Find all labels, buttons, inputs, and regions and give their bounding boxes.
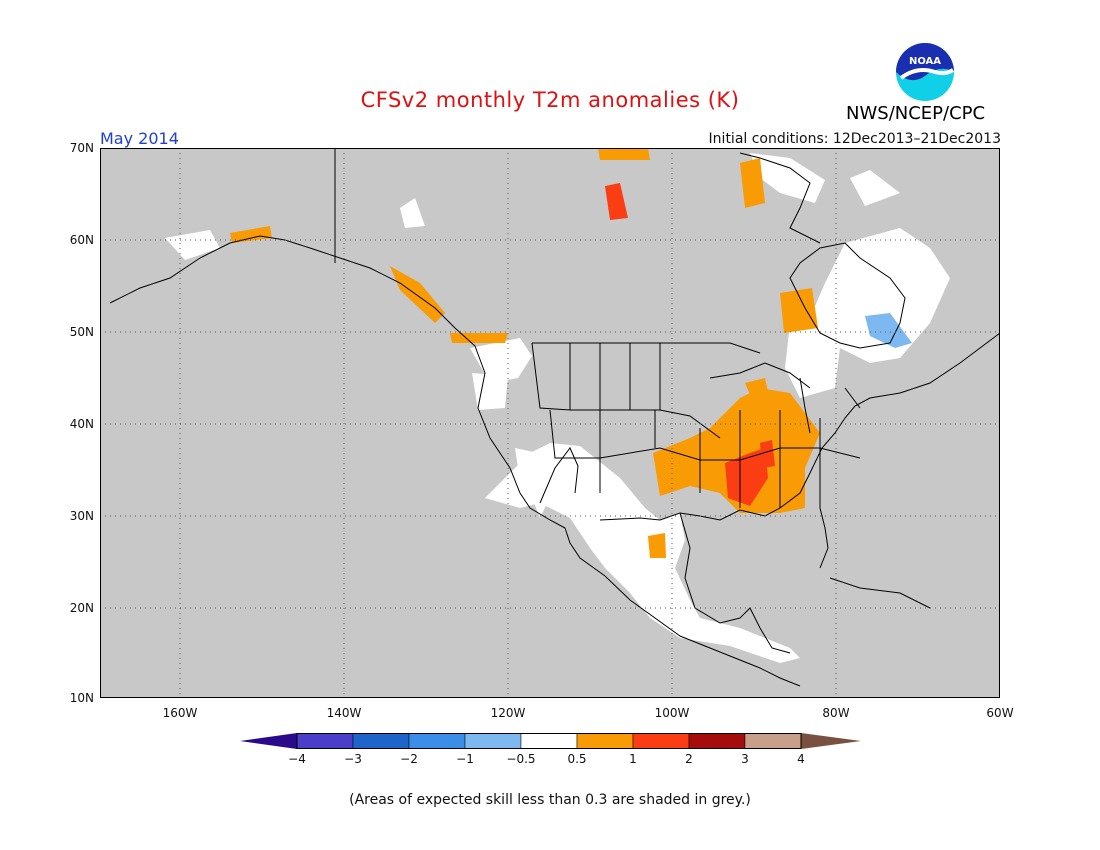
low-skill-background <box>100 148 1000 698</box>
lat-label-70n: 70N <box>69 141 94 155</box>
initial-conditions-label: Initial conditions: 12Dec2013–21Dec2013 <box>708 131 1001 147</box>
lat-label-60n: 60N <box>69 233 94 247</box>
lat-label-50n: 50N <box>69 325 94 339</box>
neutral-anomaly-regions <box>165 153 950 663</box>
warm-anomaly-regions <box>230 148 820 558</box>
colorbar-box <box>520 733 578 749</box>
graticule <box>100 148 1000 698</box>
noaa-logo: NOAA <box>896 43 955 101</box>
lon-label-80w: 80W <box>822 706 850 720</box>
lon-label-60w: 60W <box>986 706 1014 720</box>
coastlines-and-borders <box>109 148 1000 687</box>
colorbar-box <box>408 733 466 749</box>
lon-label-100w: 100W <box>654 706 690 720</box>
colorbar-label: 3 <box>741 752 749 766</box>
colorbar-arrow-right <box>801 733 861 749</box>
colorbar-arrow-left <box>240 733 297 749</box>
cool-anomaly-regions <box>865 313 912 348</box>
colorbar-label: −4 <box>288 752 306 766</box>
colorbar-box <box>464 733 522 749</box>
lat-label-30n: 30N <box>69 509 94 523</box>
colorbar-label: 0.5 <box>567 752 587 766</box>
logo-text: NOAA <box>909 56 941 67</box>
colorbar-box <box>576 733 634 749</box>
colorbar-label: 1 <box>629 752 637 766</box>
lon-label-160w: 160W <box>162 706 198 720</box>
colorbar-label: −3 <box>344 752 362 766</box>
map-frame <box>100 148 1000 698</box>
colorbar <box>240 733 861 749</box>
colorbar-label: 4 <box>797 752 805 766</box>
lon-label-140w: 140W <box>326 706 362 720</box>
lat-label-40n: 40N <box>69 417 94 431</box>
skill-footnote: (Areas of expected skill less than 0.3 a… <box>349 792 751 808</box>
map-title: CFSv2 monthly T2m anomalies (K) <box>360 88 740 112</box>
colorbar-box <box>688 733 746 749</box>
colorbar-box <box>296 733 354 749</box>
colorbar-label: −2 <box>400 752 418 766</box>
anomaly-map <box>100 148 1000 698</box>
strong-warm-anomaly-regions <box>605 183 775 506</box>
lat-label-20n: 20N <box>69 601 94 615</box>
colorbar-box <box>744 733 802 749</box>
agency-label: NWS/NCEP/CPC <box>846 103 986 124</box>
colorbar-box <box>632 733 690 749</box>
lat-label-10n: 10N <box>69 691 94 705</box>
colorbar-label: −0.5 <box>506 752 536 766</box>
colorbar-box <box>352 733 410 749</box>
lon-label-120w: 120W <box>490 706 526 720</box>
colorbar-label: 2 <box>685 752 693 766</box>
valid-month-label: May 2014 <box>100 129 179 148</box>
colorbar-label: −1 <box>456 752 474 766</box>
